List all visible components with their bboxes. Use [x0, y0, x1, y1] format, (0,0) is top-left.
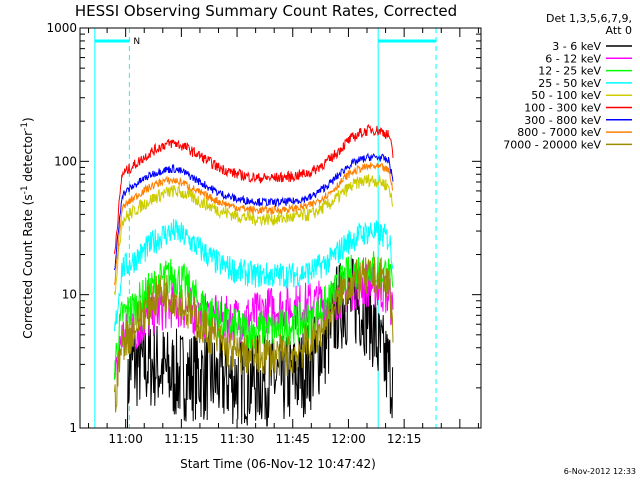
series-line-1 — [114, 262, 394, 383]
legend-label-2: 12 - 25 keV — [538, 65, 601, 78]
series-line-5 — [114, 124, 394, 254]
y-axis-label-text: Corrected Count Rate (s — [21, 194, 35, 338]
legend-label-7: 800 - 7000 keV — [517, 126, 601, 139]
series-line-8 — [114, 257, 394, 413]
legend-label-6: 300 - 800 keV — [524, 114, 601, 127]
x-tick-label-1: 11:15 — [164, 432, 199, 446]
series-line-4 — [114, 174, 394, 296]
legend-label-5: 100 - 300 keV — [524, 102, 601, 115]
y-axis-label-sup: -1 — [20, 185, 30, 194]
night-label-0: N — [133, 37, 140, 47]
series-line-3 — [114, 218, 394, 332]
timestamp: 6-Nov-2012 12:33 — [564, 467, 636, 476]
y-axis-label-end: ) — [21, 117, 35, 122]
x-tick-label-3: 11:45 — [275, 432, 310, 446]
legend-header-2: Att 0 — [606, 24, 632, 37]
y-tick-label-2: 100 — [54, 154, 77, 168]
x-tick-label-5: 12:15 — [387, 432, 422, 446]
y-tick-label-1: 10 — [62, 288, 77, 302]
plot-frame — [79, 27, 482, 429]
y-axis-label-tail: detector — [21, 131, 35, 186]
x-axis-label: Start Time (06-Nov-12 10:47:42) — [180, 457, 376, 471]
y-tick-label-0: 1 — [69, 421, 77, 435]
x-tick-label-2: 11:30 — [220, 432, 255, 446]
series-line-6 — [114, 152, 394, 271]
y-axis-label: Corrected Count Rate (s-1 detector-1) — [20, 117, 35, 338]
legend-label-8: 7000 - 20000 keV — [503, 138, 601, 151]
x-tick-label-4: 12:00 — [331, 432, 366, 446]
legend-label-1: 6 - 12 keV — [545, 52, 601, 65]
y-tick-label-3: 1000 — [46, 21, 77, 35]
legend-label-3: 25 - 50 keV — [538, 77, 601, 90]
legend-header-1: Det 1,3,5,6,7,9, — [546, 12, 632, 25]
legend-label-0: 3 - 6 keV — [552, 40, 601, 53]
axes: 1 10 100 1000 11:00 11:15 11:30 11:45 12:00 12:15 — [46, 21, 481, 446]
chart-title: HESSI Observing Summary Count Rates, Cor… — [75, 2, 457, 20]
legend-label-4: 50 - 100 keV — [531, 89, 601, 102]
series-line-2 — [114, 251, 394, 380]
y-axis-label-sup2: -1 — [20, 122, 30, 131]
plot-series — [114, 124, 394, 429]
x-tick-label-0: 11:00 — [108, 432, 143, 446]
series-line-7 — [114, 162, 394, 286]
